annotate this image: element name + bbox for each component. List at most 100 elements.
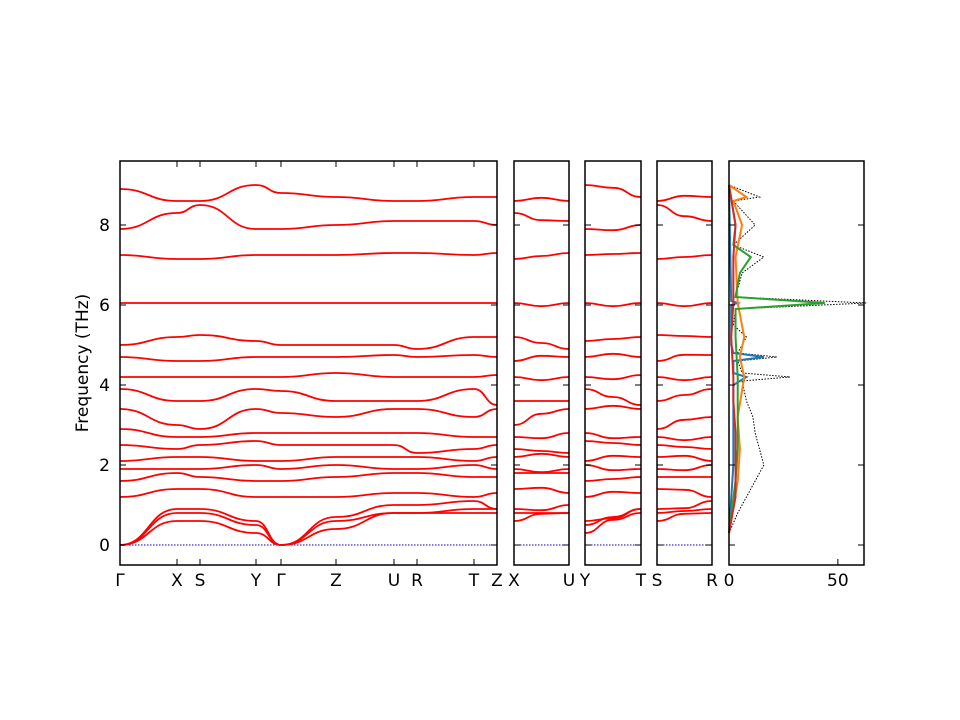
band-line [513,452,570,458]
x-tick-label: U [563,571,575,591]
band-line [584,432,642,440]
band-line [119,428,281,438]
band-line [280,336,497,350]
band-line [513,512,570,522]
band-line [513,448,570,454]
x-tick-label: X [171,571,183,591]
band-line [656,388,713,402]
band-line [513,212,570,222]
band-line [280,372,498,378]
x-tick-label: Y [250,571,262,591]
band-line [513,376,570,382]
band-line [656,376,713,382]
band-line [656,436,713,442]
band-line [119,456,281,462]
x-tick-label: R [706,571,718,591]
band-line [280,500,498,546]
band-line [656,444,713,450]
x-tick-label: Z [491,571,503,591]
band-line [584,388,642,406]
band-line [584,512,642,534]
y-tick-label: 6 [99,296,110,316]
band-line [119,408,282,430]
x-tick-label: Z [330,571,342,591]
band-line [584,454,642,462]
dos-curves-layer [728,184,867,534]
band-line [584,508,642,526]
band-line [656,500,713,510]
band-line [513,504,570,512]
band-line [280,408,498,418]
band-line [281,492,498,498]
total-dos-curve [728,184,867,534]
band-line [280,512,497,546]
band-line [119,254,281,260]
x-tick-label: S [652,571,663,591]
band-line [584,490,642,498]
band-line [656,512,713,522]
band-line [584,252,642,256]
band-line [513,196,570,202]
panel-frame [119,160,498,566]
band-line [119,334,282,346]
band-line [280,456,498,462]
band-line [119,356,281,362]
band-line [656,508,713,514]
x-tick-label: T [635,571,647,591]
band-line [513,468,570,474]
band-line [119,440,282,450]
band-line [656,302,713,308]
band-line [119,204,281,230]
y-tick-label: 2 [99,456,110,476]
band-line [656,204,713,222]
dos-tick-label: 0 [724,571,735,591]
band-line [281,252,498,256]
band-line [280,432,497,438]
band-line [656,454,713,462]
y-tick-label: 8 [99,216,110,236]
partial-dos-curve [728,184,825,534]
band-line [119,472,281,482]
band-line [513,354,570,362]
panel-frames-layer [119,160,865,566]
dos-tick-label: 50 [827,571,849,591]
band-line [280,220,498,230]
band-lines-layer [119,184,713,546]
band-line [584,464,642,472]
band-line [513,486,570,494]
band-line [513,432,570,440]
band-line [280,472,498,482]
panel-frame [584,160,642,566]
x-tick-label: T [468,571,480,591]
y-tick-label: 0 [99,536,110,556]
band-line [584,404,642,410]
band-line [584,440,642,446]
partial-dos-curve [728,184,737,534]
band-line [281,354,498,358]
partial-dos-curve [728,184,749,534]
band-line [584,352,642,358]
x-tick-label: Γ [115,571,125,591]
band-line [584,224,642,232]
x-tick-label: Y [579,571,591,591]
band-line [656,488,713,498]
band-line [513,302,570,308]
band-line [119,388,282,402]
x-tick-label: S [195,571,206,591]
band-line [656,254,713,260]
panel-frame [728,160,865,566]
band-line [119,508,282,546]
x-tick-label: X [508,571,520,591]
band-line [584,336,642,342]
band-line [584,476,642,482]
panel-frame [513,160,570,566]
band-line [656,194,713,202]
x-tick-label: U [388,571,400,591]
band-line [280,388,498,406]
band-line [584,302,642,308]
band-line [119,184,282,202]
y-axis-label: Frequency (THz) [73,294,93,433]
band-line [656,416,713,430]
